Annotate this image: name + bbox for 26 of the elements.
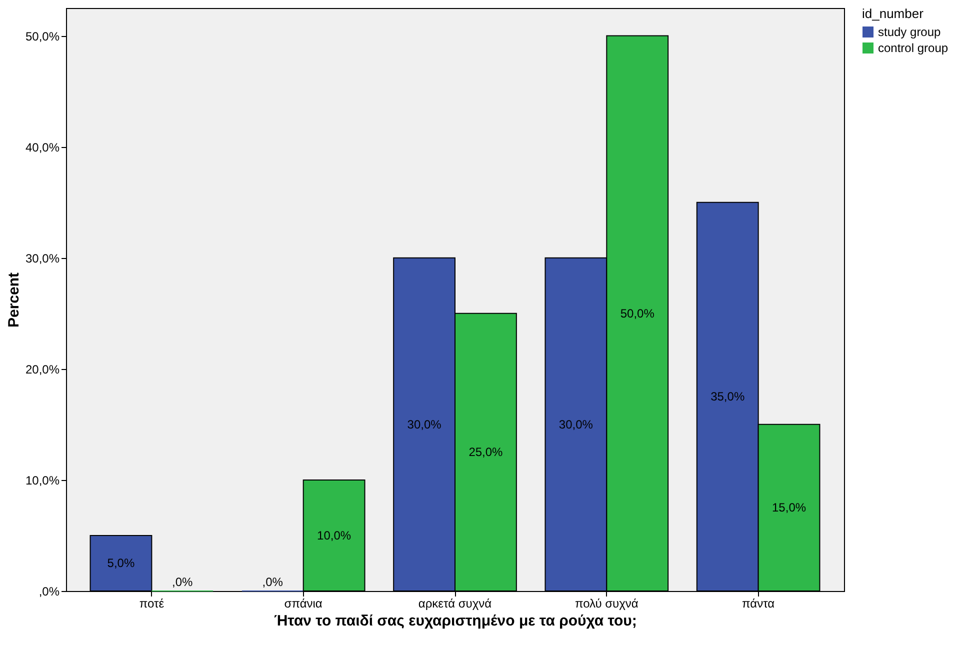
y-tick-label: 50,0%: [25, 29, 60, 44]
legend-label: control group: [878, 41, 948, 55]
data-label: 5,0%: [107, 556, 135, 570]
data-label: ,0%: [262, 575, 284, 589]
y-tick-label: 30,0%: [25, 251, 60, 266]
x-axis-title: Ήταν το παιδί σας ευχαριστημένο με τα ρούχα του;: [274, 612, 637, 630]
data-label: 30,0%: [407, 417, 442, 432]
y-tick-label: ,0%: [38, 584, 60, 598]
legend-label: study group: [878, 25, 942, 39]
x-tick-label: πάντα: [742, 596, 775, 610]
x-tick-label: αρκετά συχνά: [418, 596, 492, 610]
y-tick-label: 10,0%: [25, 473, 60, 488]
data-label: 25,0%: [468, 445, 504, 460]
y-axis-title: Percent: [5, 272, 22, 328]
data-label: 50,0%: [620, 306, 655, 320]
y-tick-label: 20,0%: [25, 362, 60, 376]
x-tick-label: σπάνια: [284, 596, 322, 610]
legend-title: id_number: [862, 6, 924, 21]
data-label: 15,0%: [772, 500, 806, 515]
data-label: 35,0%: [710, 390, 745, 404]
x-tick-label: πολύ συχνά: [574, 596, 638, 610]
data-label: 10,0%: [317, 528, 352, 542]
data-label: ,0%: [172, 575, 194, 589]
x-tick-label: ποτέ: [139, 596, 165, 610]
data-label: 30,0%: [558, 417, 594, 432]
y-tick-label: 40,0%: [25, 140, 60, 154]
